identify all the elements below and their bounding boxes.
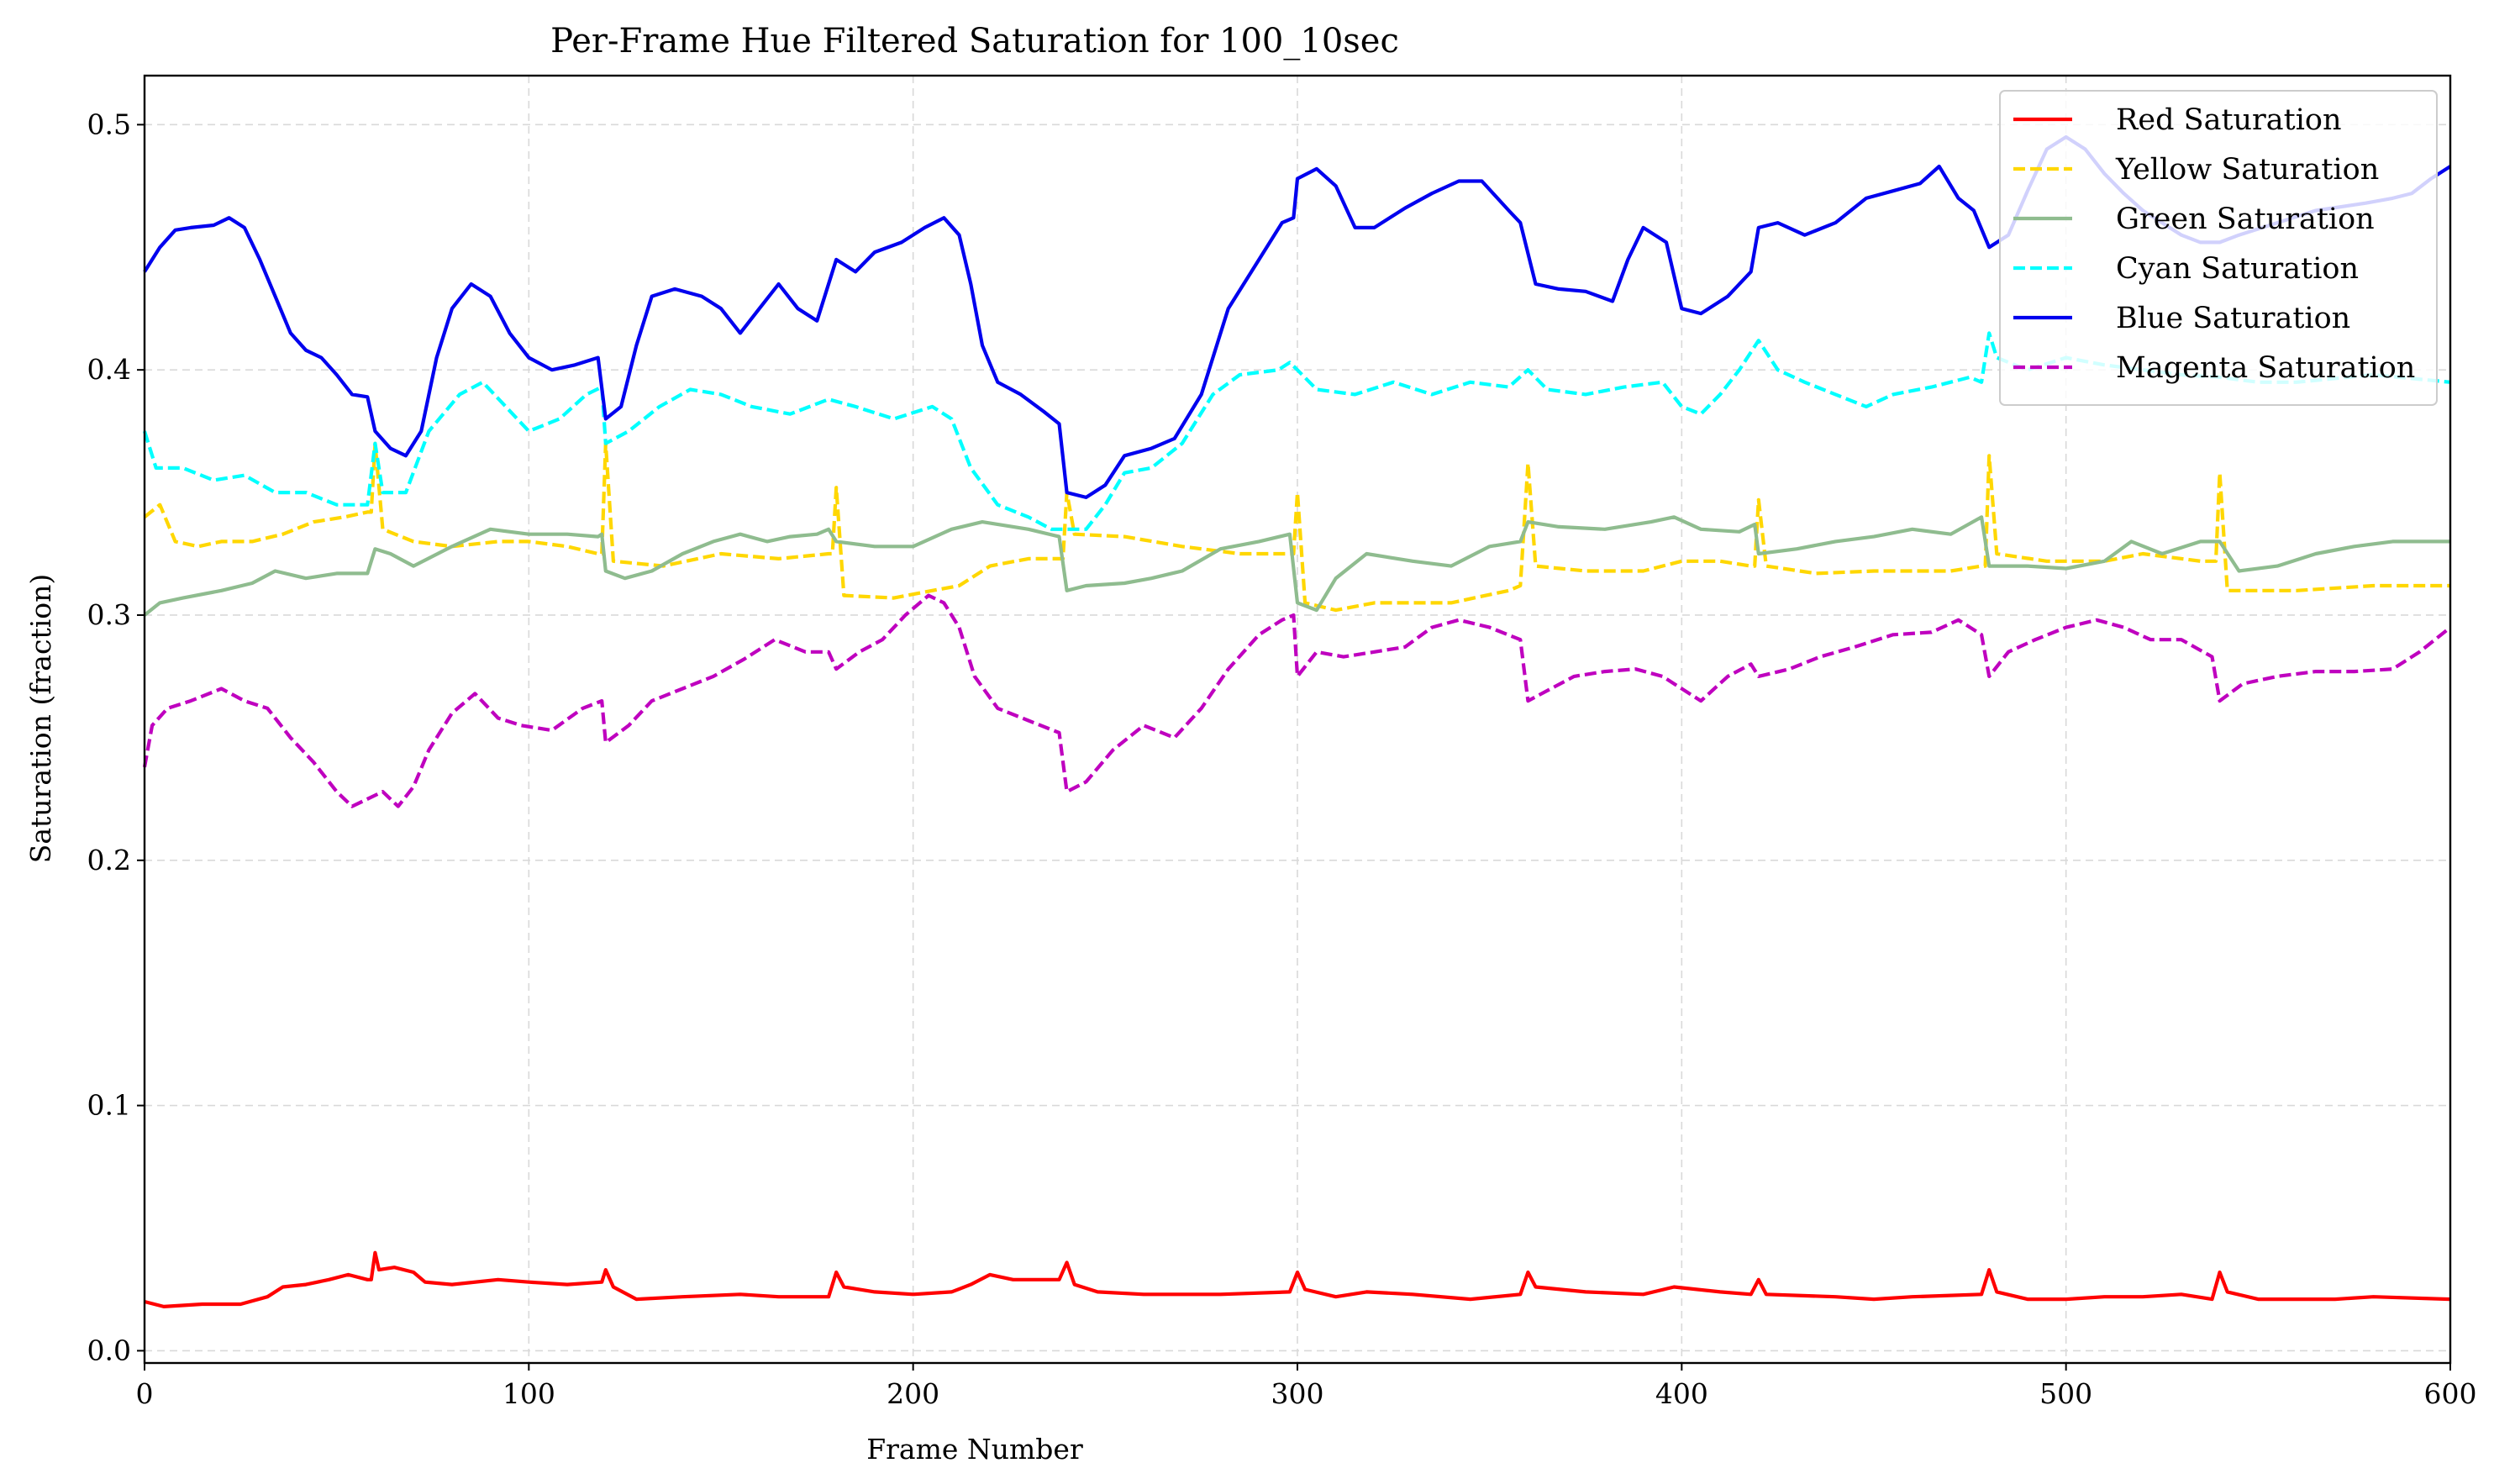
series-line-red-saturation [144,1250,2451,1308]
y-tick-label: 0.2 [87,844,131,876]
y-axis-label: Saturation (fraction) [24,574,57,864]
series-line-magenta-saturation [142,593,2452,808]
axis-ticks: 0 100 200 300 400 500 600 0.0 0.1 0.2 0.3 0.4 0.5 [87,108,2477,1410]
legend-box [1999,90,2438,406]
y-tick-label: 0.4 [87,353,131,386]
legend-label: Cyan Saturation [2116,252,2359,286]
x-tick-label: 600 [2424,1377,2477,1410]
y-tick-label: 0.5 [87,108,131,140]
x-tick-label: 200 [887,1377,939,1410]
y-tick-label: 0.1 [87,1089,131,1122]
y-tick-label: 0.3 [87,598,131,631]
legend-label: Blue Saturation [2116,302,2350,335]
x-tick-label: 100 [502,1377,555,1410]
x-axis-label: Frame Number [866,1433,1083,1466]
series-line-cyan-saturation [142,331,2451,531]
chart-title: Per-Frame Hue Filtered Saturation for 10… [550,22,1399,61]
legend-label: Green Saturation [2116,203,2375,236]
y-tick-label: 0.0 [87,1334,131,1366]
legend-label: Red Saturation [2116,103,2342,137]
series-line-green-saturation [143,515,2450,617]
x-tick-label: 500 [2039,1377,2092,1410]
series-line-yellow-saturation [143,441,2450,613]
x-tick-label: 300 [1271,1377,1324,1410]
grid [144,76,2451,1363]
legend: Red Saturation Yellow Saturation Green Sat… [1999,90,2438,406]
x-tick-label: 400 [1655,1377,1708,1410]
legend-label: Magenta Saturation [2116,351,2415,385]
x-tick-label: 0 [136,1377,154,1410]
legend-label: Yellow Saturation [2115,153,2379,187]
